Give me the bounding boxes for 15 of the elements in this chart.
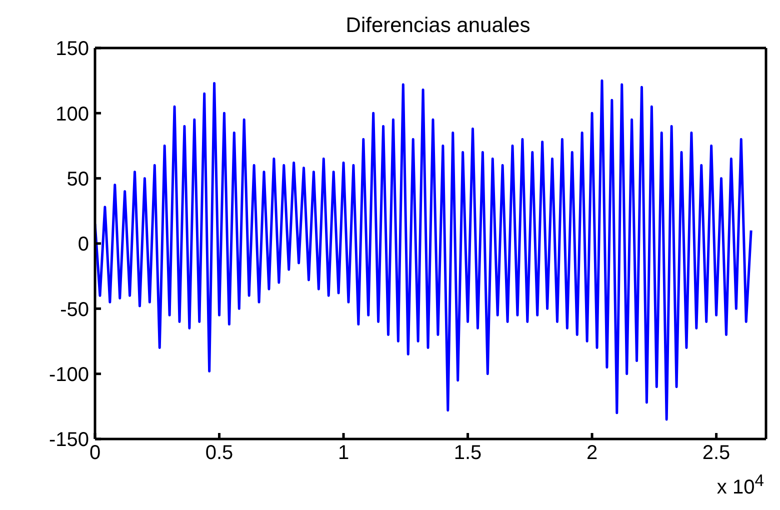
x-tick-label: 1 — [338, 442, 350, 464]
line-series — [95, 79, 752, 421]
text: x 10$^{4}$ — [716, 471, 764, 500]
y-tick-label: 100 — [56, 103, 89, 126]
y-tick-label: -150 — [48, 429, 89, 452]
y-tick-label: -50 — [60, 298, 89, 321]
y-tick-label: 50 — [66, 168, 89, 190]
y-tick-label: 150 — [56, 38, 89, 60]
x-tick-label: 2.5 — [702, 442, 730, 464]
x-tick-label: 0.5 — [205, 442, 234, 464]
x-tick-label: 2 — [586, 442, 598, 464]
chart-title: Diferencias anuales — [344, 14, 532, 38]
y-tick-label: 0 — [78, 234, 89, 256]
y-tick-label: -100 — [48, 364, 89, 386]
x-tick-label: 1.5 — [454, 442, 482, 464]
